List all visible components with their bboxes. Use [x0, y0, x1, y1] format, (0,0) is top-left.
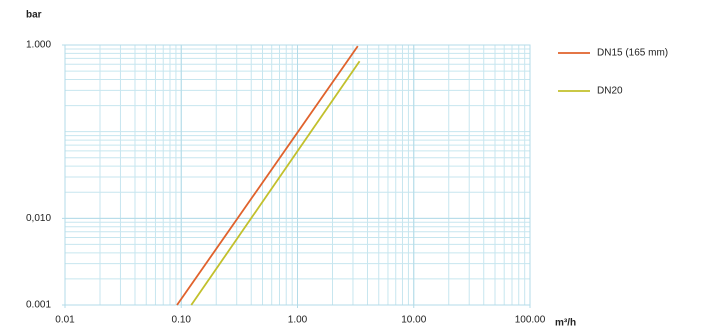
legend-label: DN20 — [597, 86, 623, 97]
x-axis-label: m³/h — [555, 318, 576, 329]
plot-border — [64, 44, 531, 306]
y-tick-label: 1.000 — [26, 40, 51, 51]
series-line — [176, 45, 359, 306]
legend-label: DN15 (165 mm) — [597, 48, 668, 59]
x-tick-label: 0.01 — [55, 315, 75, 326]
x-tick-label: 1.00 — [288, 315, 308, 326]
y-tick-label: 0.001 — [26, 300, 51, 311]
x-tick-label: 0.10 — [172, 315, 192, 326]
series-line — [190, 60, 361, 306]
y-tick-label: 0,010 — [26, 213, 51, 224]
x-tick-label: 100.00 — [515, 315, 546, 326]
y-axis-label: bar — [26, 10, 42, 21]
x-tick-label: 10.00 — [401, 315, 426, 326]
